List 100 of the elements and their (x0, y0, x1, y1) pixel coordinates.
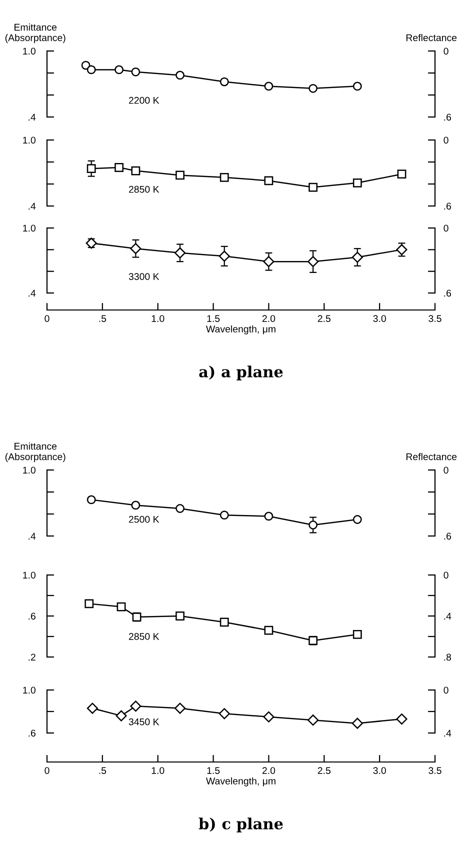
x-tick-label: 3.5 (428, 767, 442, 774)
y-tick-label: 1.0 (23, 224, 36, 232)
y2-tick-label: .8 (444, 654, 452, 661)
x-tick-label: 1.0 (152, 767, 164, 774)
x-tick-label: 3.0 (373, 767, 386, 774)
point (263, 711, 274, 722)
text: 2200 K (128, 96, 160, 104)
point (220, 618, 229, 627)
x-tick-label: 0 (44, 315, 50, 322)
x-tick-label: .5 (99, 315, 106, 322)
y-tick-label: .4 (28, 290, 36, 297)
series-label: 2500 K (128, 516, 160, 523)
point (352, 630, 362, 639)
point (308, 256, 319, 268)
x-tick-label: .5 (99, 767, 106, 774)
point (86, 65, 96, 74)
y-axis-title: Emittance (Absorptance) (5, 442, 66, 462)
x-tick-label: 2.0 (262, 767, 276, 774)
point (264, 82, 274, 91)
point (176, 504, 184, 513)
point (352, 252, 363, 263)
point (174, 702, 186, 714)
y2-axis-title: Reflectance (406, 34, 457, 42)
y2-tick-label: .6 (444, 290, 452, 297)
point (218, 708, 230, 720)
point (308, 520, 318, 530)
y2-tick-label: 0 (444, 686, 448, 694)
x-tick-label: 3.0 (373, 315, 386, 322)
x-axis-title: Wavelength, μm (206, 777, 276, 786)
point (116, 602, 126, 612)
point (131, 67, 140, 76)
point (352, 718, 363, 729)
point (130, 700, 142, 712)
point (116, 710, 127, 722)
y2-tick-label: .6 (444, 114, 452, 121)
x-tick-label: 2.5 (318, 315, 330, 322)
y-tick-label: .2 (28, 654, 36, 661)
x-tick-label: 0 (44, 767, 50, 774)
point (220, 77, 229, 86)
x-tick-label: 1.5 (207, 767, 220, 774)
y2-tick-label: 0 (444, 136, 448, 144)
point (176, 612, 184, 620)
point (131, 166, 140, 176)
y2-tick-label: .6 (444, 202, 452, 210)
point (86, 164, 96, 174)
point (174, 247, 186, 258)
point (397, 170, 406, 179)
text: a) a plane (199, 366, 283, 380)
y-tick-label: .4 (28, 532, 36, 540)
point (352, 515, 362, 524)
point (218, 250, 230, 262)
point (86, 495, 96, 504)
y-tick-label: .4 (28, 114, 36, 121)
y2-axis-title: Reflectance (406, 453, 457, 460)
point (220, 510, 229, 520)
point (264, 626, 274, 635)
point (114, 163, 124, 172)
text: 3300 K (128, 273, 160, 280)
point (86, 702, 98, 714)
series-label: 2850 K (128, 186, 160, 193)
y2-tick-label: .6 (444, 532, 452, 540)
point (131, 500, 140, 510)
y-tick-label: 1.0 (23, 686, 36, 694)
x-tick-label: 1.5 (207, 315, 220, 322)
y2-tick-label: 0 (444, 48, 448, 55)
x-tick-label: 1.0 (152, 315, 164, 322)
point (263, 256, 274, 268)
text: b) c plane (198, 818, 283, 832)
x-tick-label: 2.5 (318, 767, 330, 774)
point (176, 170, 184, 180)
point (264, 176, 274, 186)
y-tick-label: 1.0 (23, 136, 36, 144)
y2-tick-label: 0 (444, 466, 448, 474)
point (114, 65, 124, 74)
point (308, 714, 319, 726)
y-tick-label: .4 (28, 202, 36, 210)
point (396, 713, 408, 725)
series-label: 2850 K (128, 633, 160, 640)
point (130, 243, 142, 254)
y-tick-label: .6 (28, 612, 36, 620)
series-label: 3450 K (128, 718, 160, 726)
y2-tick-label: 0 (444, 572, 448, 579)
y-tick-label: 1.0 (23, 572, 36, 579)
point (264, 512, 274, 521)
y-axis-title: Emittance (Absorptance) (5, 24, 66, 44)
point (352, 82, 362, 91)
y2-tick-label: 0 (444, 224, 448, 232)
y-tick-label: 1.0 (23, 466, 36, 474)
y-tick-label: .6 (28, 730, 36, 737)
x-tick-label: 3.5 (428, 315, 442, 322)
point (220, 172, 229, 182)
point (84, 599, 94, 608)
point (308, 84, 318, 93)
y-tick-label: 1.0 (23, 48, 36, 55)
point (352, 178, 362, 188)
y2-tick-label: .4 (444, 730, 452, 737)
x-axis-title: Wavelength, μm (206, 325, 276, 334)
point (308, 182, 318, 192)
y2-tick-label: .4 (444, 612, 452, 620)
point (176, 70, 184, 80)
